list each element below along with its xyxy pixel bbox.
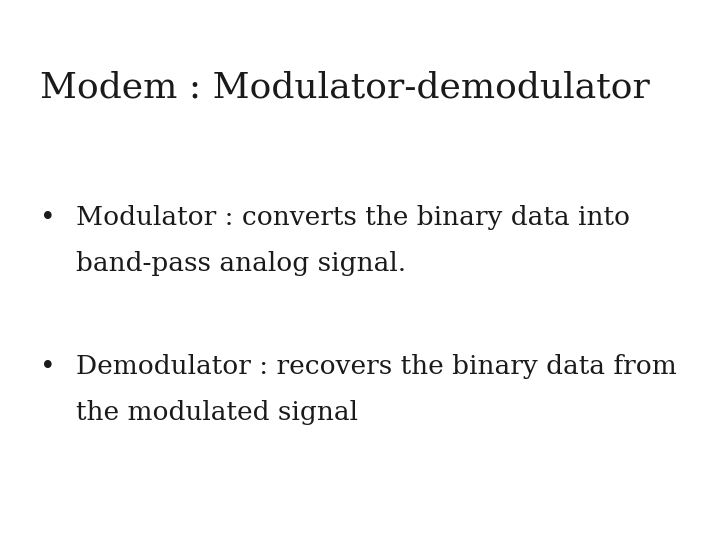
Text: Modulator : converts the binary data into: Modulator : converts the binary data int… [76,205,629,230]
Text: the modulated signal: the modulated signal [76,400,358,424]
Text: band-pass analog signal.: band-pass analog signal. [76,251,406,276]
Text: Modem : Modulator-demodulator: Modem : Modulator-demodulator [40,70,649,104]
Text: Demodulator : recovers the binary data from: Demodulator : recovers the binary data f… [76,354,676,379]
Text: •: • [40,354,55,379]
Text: •: • [40,205,55,230]
